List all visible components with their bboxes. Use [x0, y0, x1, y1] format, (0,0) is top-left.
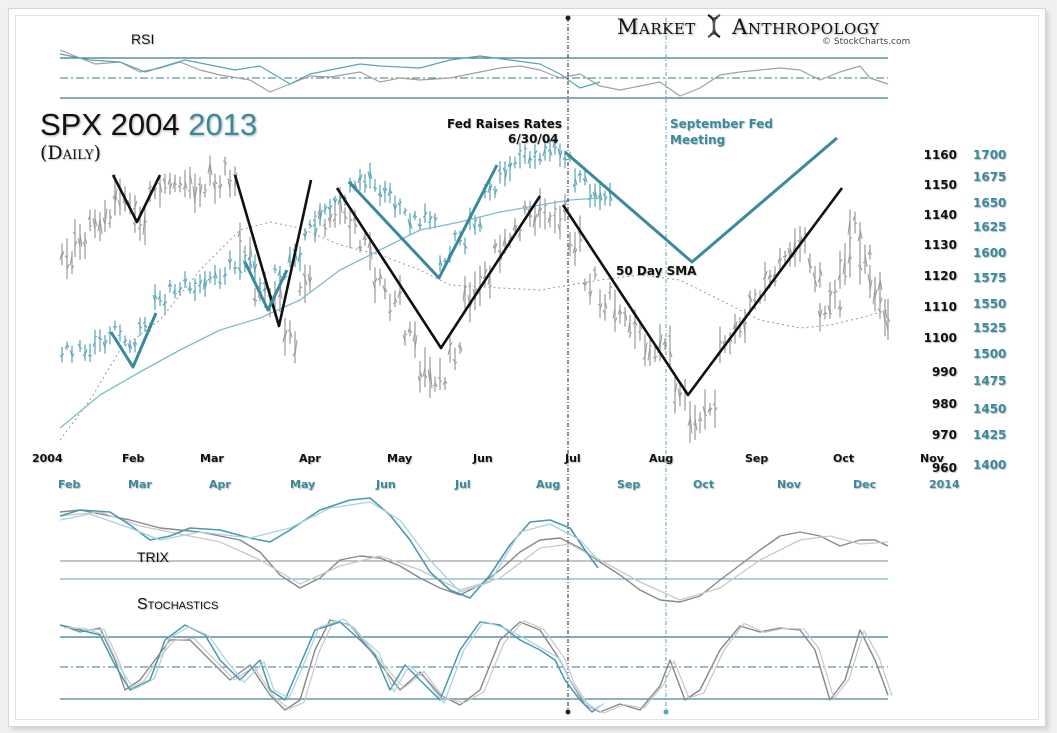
- brand-left: Market: [617, 15, 696, 39]
- x-tick-2013: Nov: [777, 478, 801, 491]
- y-tick-2004: 1120: [923, 269, 957, 283]
- fed-raises-label: Fed Raises Rates: [447, 117, 563, 131]
- x-tick-2004: Jun: [473, 452, 493, 465]
- y-tick-2013: 1575: [973, 271, 1007, 285]
- y-tick-2004: 1100: [923, 331, 957, 345]
- y-tick-2013: 1525: [973, 321, 1007, 335]
- y-tick-2004: 1140: [923, 208, 957, 222]
- sept-fed-label-1: September Fed: [670, 117, 774, 131]
- title-2013: 2013: [188, 107, 258, 142]
- copyright: © StockCharts.com: [822, 37, 911, 47]
- x-tick-2013: Dec: [853, 478, 877, 491]
- x-tick-2004: Sep: [745, 452, 769, 465]
- trix-label: TRIX: [137, 549, 169, 565]
- y-tick-2004: 960: [931, 461, 957, 475]
- x-tick-2013: Aug: [536, 478, 561, 491]
- x-tick-2013: Jul: [455, 478, 471, 491]
- x-tick-2013: Feb: [58, 478, 81, 491]
- y-tick-2004: 1130: [923, 238, 957, 252]
- brand-right: Anthropology: [732, 15, 880, 39]
- y-tick-2013: 1475: [973, 374, 1007, 388]
- x-tick-2013: Oct: [693, 478, 715, 491]
- x-tick-2013: Jun: [376, 478, 396, 491]
- y-tick-2013: 1675: [973, 170, 1007, 184]
- x-tick-2004: Mar: [200, 452, 224, 465]
- y-tick-2004: 990: [931, 365, 957, 379]
- x-tick-2004: Aug: [649, 452, 674, 465]
- x-tick-2004: Feb: [122, 452, 145, 465]
- y-tick-2013: 1650: [973, 196, 1007, 210]
- stochastics-label: Stochastics: [137, 596, 219, 613]
- rsi-label: RSI: [131, 31, 155, 47]
- x-tick-2004: 2004: [32, 452, 63, 465]
- dna-icon: [703, 8, 725, 39]
- y-tick-2013: 1500: [973, 347, 1007, 361]
- y-tick-2004: 1160: [923, 148, 957, 162]
- y-tick-2013: 1700: [973, 148, 1007, 162]
- x-tick-2013: Mar: [128, 478, 152, 491]
- y-tick-2004: 970: [931, 428, 957, 442]
- y-tick-2004: 1110: [923, 300, 957, 314]
- chart-title: SPX 2004 2013: [40, 107, 257, 143]
- brand-logo: Market Anthropology: [617, 8, 879, 39]
- chart-frame: [8, 8, 1046, 727]
- sma-label: 50 Day SMA: [616, 264, 697, 278]
- x-tick-2013: Apr: [209, 478, 231, 491]
- x-tick-2013: May: [290, 478, 316, 491]
- y-tick-2013: 1550: [973, 297, 1007, 311]
- fed-date-label: 6/30/04: [508, 132, 559, 146]
- x-tick-2004: Nov: [920, 452, 944, 465]
- y-tick-2013: 1450: [973, 402, 1007, 416]
- x-tick-2013: Sep: [617, 478, 641, 491]
- chart-subtitle: (Daily): [40, 142, 101, 164]
- x-tick-2004: Jul: [565, 452, 581, 465]
- x-tick-2004: Apr: [299, 452, 321, 465]
- x-tick-2004: May: [387, 452, 413, 465]
- x-tick-2004: Oct: [833, 452, 855, 465]
- x-tick-2013: 2014: [929, 478, 960, 491]
- title-2004: SPX 2004: [40, 107, 180, 142]
- y-tick-2013: 1625: [973, 220, 1007, 234]
- y-tick-2013: 1425: [973, 428, 1007, 442]
- y-tick-2004: 980: [931, 397, 957, 411]
- sept-fed-label-2: Meeting: [670, 133, 726, 147]
- y-tick-2013: 1400: [973, 458, 1007, 472]
- y-tick-2013: 1600: [973, 246, 1007, 260]
- y-tick-2004: 1150: [923, 178, 957, 192]
- chart-frame-inner: [15, 15, 1039, 720]
